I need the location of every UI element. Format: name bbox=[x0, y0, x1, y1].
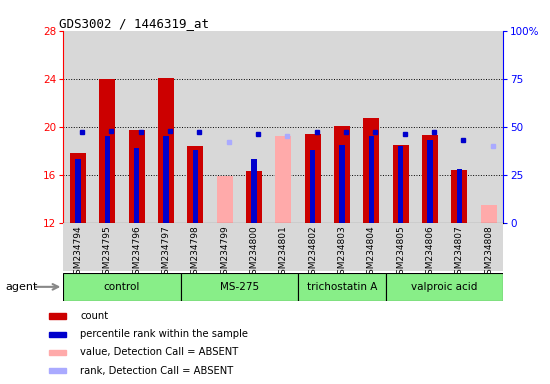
Bar bbox=[104, 136, 110, 223]
Bar bbox=[327, 223, 356, 271]
Text: GSM234808: GSM234808 bbox=[484, 225, 493, 280]
Text: control: control bbox=[104, 282, 140, 292]
Bar bbox=[363, 118, 379, 223]
Bar bbox=[298, 223, 327, 271]
Bar bbox=[239, 31, 268, 223]
Text: value, Detection Call = ABSENT: value, Detection Call = ABSENT bbox=[80, 348, 239, 358]
Bar bbox=[356, 223, 386, 271]
Bar bbox=[192, 149, 198, 223]
Text: GSM234805: GSM234805 bbox=[396, 225, 405, 280]
Text: valproic acid: valproic acid bbox=[411, 282, 478, 292]
Bar bbox=[49, 313, 66, 318]
Text: GSM234799: GSM234799 bbox=[220, 225, 229, 280]
FancyBboxPatch shape bbox=[63, 273, 180, 301]
Text: count: count bbox=[80, 311, 108, 321]
Bar bbox=[268, 223, 298, 271]
Bar bbox=[158, 78, 174, 223]
Bar bbox=[481, 205, 497, 223]
Bar bbox=[187, 146, 204, 223]
Bar bbox=[239, 223, 268, 271]
Bar bbox=[210, 31, 239, 223]
Bar bbox=[356, 31, 386, 223]
Bar bbox=[75, 159, 80, 223]
Bar bbox=[63, 31, 92, 223]
FancyBboxPatch shape bbox=[298, 273, 386, 301]
Text: trichostatin A: trichostatin A bbox=[307, 282, 377, 292]
Text: GSM234796: GSM234796 bbox=[132, 225, 141, 280]
Bar bbox=[251, 159, 256, 223]
Bar bbox=[444, 31, 474, 223]
Bar bbox=[427, 140, 432, 223]
Text: GSM234794: GSM234794 bbox=[73, 225, 82, 280]
Text: GSM234802: GSM234802 bbox=[308, 225, 317, 280]
Bar bbox=[163, 136, 168, 223]
Bar bbox=[415, 223, 444, 271]
Bar bbox=[415, 31, 444, 223]
Bar bbox=[63, 223, 92, 271]
Bar bbox=[122, 223, 151, 271]
Text: GSM234800: GSM234800 bbox=[249, 225, 258, 280]
Bar bbox=[70, 153, 86, 223]
Bar bbox=[246, 171, 262, 223]
Bar bbox=[398, 146, 403, 223]
Bar bbox=[386, 31, 415, 223]
Bar bbox=[305, 134, 321, 223]
Bar bbox=[310, 149, 315, 223]
Bar bbox=[444, 223, 474, 271]
Bar bbox=[151, 223, 180, 271]
Bar bbox=[474, 31, 503, 223]
Text: GSM234801: GSM234801 bbox=[279, 225, 288, 280]
Bar bbox=[327, 31, 356, 223]
Bar bbox=[451, 170, 468, 223]
Bar bbox=[134, 148, 139, 223]
Bar bbox=[456, 169, 462, 223]
Bar bbox=[422, 135, 438, 223]
Bar bbox=[180, 223, 210, 271]
Text: GSM234803: GSM234803 bbox=[337, 225, 346, 280]
Bar bbox=[49, 332, 66, 337]
Bar bbox=[99, 79, 116, 223]
Text: rank, Detection Call = ABSENT: rank, Detection Call = ABSENT bbox=[80, 366, 234, 376]
Bar bbox=[122, 31, 151, 223]
Text: GSM234795: GSM234795 bbox=[103, 225, 112, 280]
FancyBboxPatch shape bbox=[386, 273, 503, 301]
Text: GSM234798: GSM234798 bbox=[191, 225, 200, 280]
Text: GDS3002 / 1446319_at: GDS3002 / 1446319_at bbox=[59, 17, 209, 30]
Bar bbox=[210, 223, 239, 271]
Text: percentile rank within the sample: percentile rank within the sample bbox=[80, 329, 248, 339]
Bar bbox=[298, 31, 327, 223]
Bar bbox=[49, 350, 66, 355]
Bar bbox=[151, 31, 180, 223]
Bar bbox=[92, 223, 122, 271]
Bar bbox=[339, 145, 344, 223]
Bar bbox=[334, 126, 350, 223]
Bar bbox=[386, 223, 415, 271]
Bar bbox=[49, 368, 66, 373]
Bar bbox=[129, 130, 145, 223]
Text: GSM234804: GSM234804 bbox=[367, 225, 376, 280]
Text: MS-275: MS-275 bbox=[219, 282, 259, 292]
Bar bbox=[180, 31, 210, 223]
Bar bbox=[474, 223, 503, 271]
Text: agent: agent bbox=[6, 282, 38, 292]
Bar bbox=[275, 136, 292, 223]
Bar bbox=[368, 136, 374, 223]
FancyBboxPatch shape bbox=[180, 273, 298, 301]
Bar bbox=[92, 31, 122, 223]
Text: GSM234807: GSM234807 bbox=[455, 225, 464, 280]
Text: GSM234806: GSM234806 bbox=[425, 225, 435, 280]
Bar bbox=[217, 176, 233, 223]
Text: GSM234797: GSM234797 bbox=[161, 225, 170, 280]
Bar bbox=[393, 145, 409, 223]
Bar bbox=[268, 31, 298, 223]
